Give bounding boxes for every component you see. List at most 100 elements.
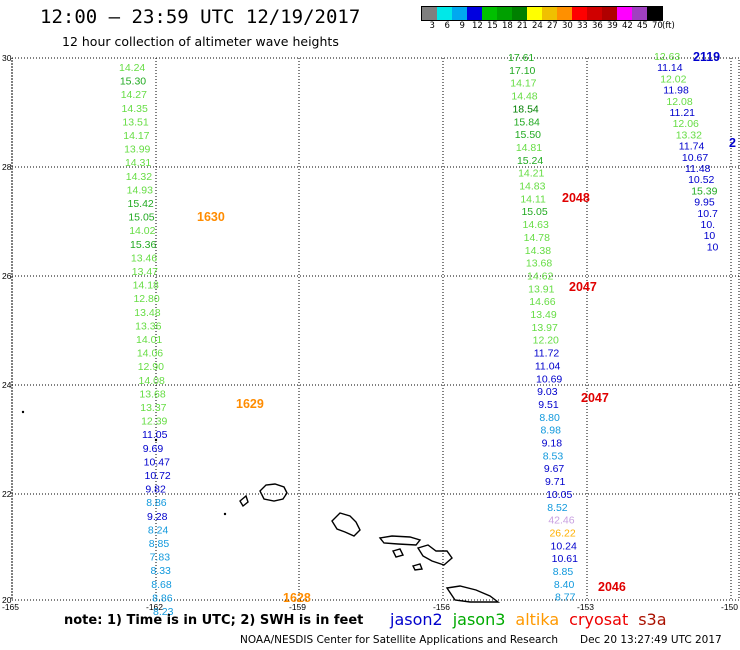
lat-label: 30 — [2, 53, 12, 63]
color-swatch — [467, 7, 482, 20]
swh-value: 13.36 — [135, 320, 161, 332]
swh-value: 11.05 — [142, 429, 168, 441]
color-scale-label: 21 — [517, 21, 528, 31]
time-tag: 2119 — [693, 50, 720, 64]
swh-value: 8.85 — [553, 566, 574, 578]
time-tag: 2048 — [562, 191, 590, 205]
swh-value: 13.51 — [122, 116, 148, 128]
swh-value: 12.20 — [533, 335, 559, 347]
swh-value: 12.02 — [660, 73, 686, 85]
swh-value: 13.68 — [526, 258, 552, 270]
swh-value: 14.31 — [125, 157, 151, 169]
swh-value: 14.11 — [520, 193, 546, 205]
hawaiian-islands — [239, 483, 501, 603]
stray-point — [223, 512, 227, 516]
swh-value: 14.63 — [523, 219, 549, 231]
color-swatch — [542, 7, 557, 20]
swh-value: 9.69 — [143, 443, 164, 455]
swh-value: 8.24 — [148, 524, 169, 536]
color-scale-label: 36 — [592, 21, 603, 31]
color-scale-label: 30 — [562, 21, 573, 31]
swh-value: 14.32 — [126, 171, 152, 183]
lat-lon-grid — [11, 57, 740, 601]
swh-value: 9.51 — [538, 399, 559, 411]
swh-value: 14.18 — [133, 280, 159, 292]
swh-value: 12.63 — [654, 51, 680, 63]
swh-value: 14.02 — [129, 225, 155, 237]
satellite-legend-item: jason3 — [452, 610, 506, 629]
satellite-legend-item: cryosat — [569, 610, 629, 629]
swh-value: 14.01 — [136, 334, 162, 346]
island-molokai — [378, 535, 422, 546]
lon-label: -165 — [2, 602, 19, 612]
island-lanai — [391, 548, 405, 558]
swh-value: 15.24 — [517, 155, 543, 167]
time-tags: 1630 1629 1628 2048 2047 2047 2046 2119 2 — [197, 50, 736, 605]
axis-labels: 30 28 26 24 22 20-165 -162 -159 -156 -153 -150 — [2, 53, 738, 612]
color-scale-label: 45 — [637, 21, 648, 31]
time-tag: 2046 — [598, 580, 626, 594]
swh-value: 8.52 — [547, 502, 568, 514]
time-tag: 1629 — [236, 397, 264, 411]
lon-label: -162 — [146, 602, 163, 612]
swh-value: 42.46 — [548, 515, 574, 527]
swh-value: 13.99 — [124, 144, 150, 156]
color-swatch — [587, 7, 602, 20]
color-swatch — [527, 7, 542, 20]
swh-value: 8.40 — [554, 579, 575, 591]
swh-value: 12.80 — [133, 293, 159, 305]
color-swatch — [617, 7, 632, 20]
stray-point — [21, 410, 25, 414]
color-scale-label: 70 — [652, 21, 663, 31]
swh-value: 8.53 — [543, 450, 564, 462]
swh-value: 8.86 — [152, 592, 173, 604]
swh-value: 7.83 — [150, 552, 171, 564]
footer-note: note: 1) Time is in UTC; 2) SWH is in fe… — [64, 613, 364, 628]
swh-value: 11.48 — [685, 163, 711, 175]
swh-value: 10.52 — [688, 174, 714, 186]
footer-generated-time: Dec 20 13:27:49 UTC 2017 — [580, 634, 722, 646]
lat-label: 22 — [2, 489, 12, 499]
swh-value: 15.05 — [128, 212, 154, 224]
swh-value: 10 — [704, 230, 716, 242]
color-scale-bar — [421, 6, 663, 21]
footer-credit: NOAA/NESDIS Center for Satellite Applica… — [240, 634, 558, 646]
swh-value: 14.83 — [519, 181, 545, 193]
swh-value: 9.03 — [537, 386, 558, 398]
color-swatch — [602, 7, 617, 20]
swh-value: 13.47 — [132, 266, 158, 278]
swh-value: 8.77 — [555, 592, 576, 604]
lon-label: -159 — [289, 602, 306, 612]
swh-value: 10.69 — [536, 373, 562, 385]
satellite-legend-item: s3a — [638, 610, 667, 629]
satellite-legend-item: jason2 — [390, 610, 443, 629]
lon-label: -156 — [433, 602, 450, 612]
swh-value: 10.24 — [551, 540, 577, 552]
swh-value: 17.10 — [509, 65, 535, 77]
swh-value: 13.46 — [131, 252, 157, 264]
color-swatch — [557, 7, 572, 20]
swh-value: 11.04 — [535, 360, 561, 372]
swh-value: 13.48 — [134, 307, 160, 319]
color-scale-label: 42 — [622, 21, 633, 31]
color-swatch — [647, 7, 662, 20]
swh-value: 12.06 — [673, 118, 699, 130]
swh-value: 8.98 — [540, 425, 561, 437]
swh-value: 10.67 — [682, 152, 708, 164]
swh-value: 12.39 — [141, 416, 167, 428]
lon-label: -150 — [721, 602, 738, 612]
color-scale-label: 33 — [577, 21, 588, 31]
swh-value: 11.21 — [670, 107, 696, 119]
island-hawaii — [445, 585, 501, 603]
color-scale-label: 18 — [502, 21, 513, 31]
swh-value: 8.23 — [153, 606, 174, 618]
island-kahoolawe — [411, 563, 423, 571]
swh-value: 15.42 — [128, 198, 154, 210]
color-scale-label: 9 — [459, 21, 465, 31]
swh-value: 11.14 — [657, 62, 683, 74]
lat-label: 26 — [2, 271, 12, 281]
swh-value: 14.81 — [516, 142, 542, 154]
time-tag: 2 — [729, 136, 736, 150]
swh-value: 14.35 — [122, 103, 148, 115]
swh-value: 15.50 — [515, 129, 541, 141]
